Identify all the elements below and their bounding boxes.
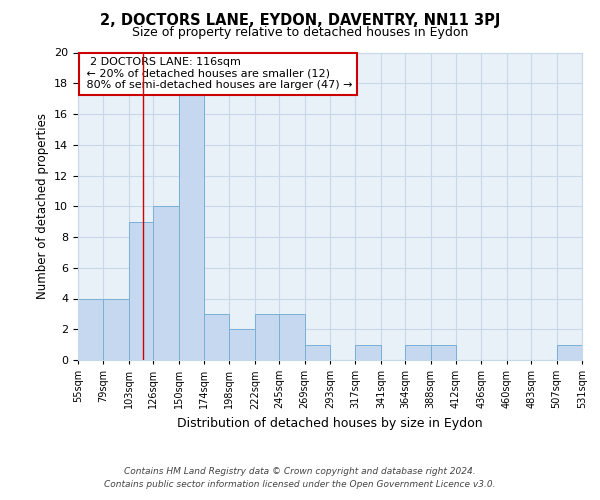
Bar	[179, 68, 204, 360]
Text: Contains HM Land Registry data © Crown copyright and database right 2024.
Contai: Contains HM Land Registry data © Crown c…	[104, 468, 496, 489]
Bar	[229, 329, 255, 360]
Bar	[129, 222, 153, 360]
Bar	[431, 344, 456, 360]
Bar	[557, 344, 582, 360]
Bar	[204, 314, 229, 360]
Bar	[279, 314, 305, 360]
Bar	[405, 344, 431, 360]
Text: 2, DOCTORS LANE, EYDON, DAVENTRY, NN11 3PJ: 2, DOCTORS LANE, EYDON, DAVENTRY, NN11 3…	[100, 12, 500, 28]
Text: 2 DOCTORS LANE: 116sqm
 ← 20% of detached houses are smaller (12)
 80% of semi-d: 2 DOCTORS LANE: 116sqm ← 20% of detached…	[83, 57, 353, 90]
Bar	[255, 314, 279, 360]
Bar	[103, 298, 129, 360]
Text: Size of property relative to detached houses in Eydon: Size of property relative to detached ho…	[132, 26, 468, 39]
Bar	[305, 344, 330, 360]
Y-axis label: Number of detached properties: Number of detached properties	[35, 114, 49, 299]
Bar	[355, 344, 381, 360]
Bar	[78, 298, 103, 360]
X-axis label: Distribution of detached houses by size in Eydon: Distribution of detached houses by size …	[177, 417, 483, 430]
Bar	[153, 206, 179, 360]
